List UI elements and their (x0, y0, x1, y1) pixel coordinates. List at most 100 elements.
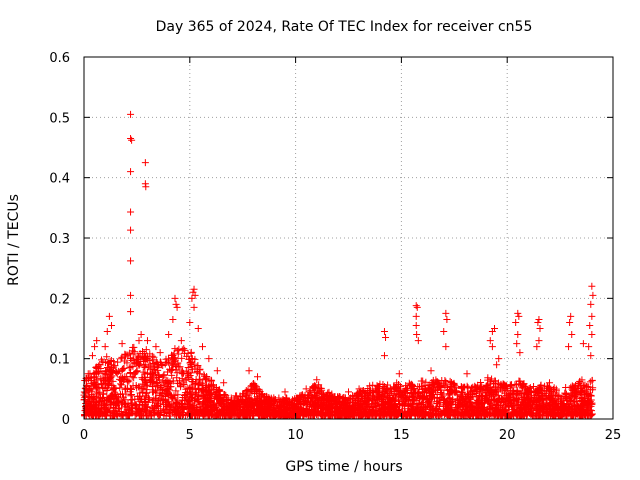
data-point (162, 412, 170, 420)
data-point (141, 370, 149, 378)
data-point (126, 384, 134, 392)
data-point (130, 374, 138, 382)
data-point (414, 404, 422, 412)
data-point (468, 405, 476, 413)
data-point (437, 389, 445, 397)
data-point (491, 379, 499, 387)
data-point (404, 412, 412, 420)
data-point (472, 387, 480, 395)
data-point (120, 365, 128, 373)
data-point (178, 367, 186, 375)
data-point (115, 367, 123, 375)
data-point (95, 390, 103, 398)
data-point (412, 312, 420, 320)
data-point (173, 374, 181, 382)
data-point (588, 331, 596, 339)
data-point (121, 403, 129, 411)
data-point (412, 396, 420, 404)
data-point (470, 409, 478, 417)
data-point (295, 411, 303, 419)
data-point (97, 365, 105, 373)
data-point (262, 405, 270, 413)
data-point (335, 408, 343, 416)
data-point (407, 386, 415, 394)
data-point (307, 400, 315, 408)
data-point (196, 401, 204, 409)
data-point (272, 403, 280, 411)
data-point (150, 404, 158, 412)
data-point (565, 404, 573, 412)
data-point (281, 388, 289, 396)
data-point (345, 402, 353, 410)
data-point (446, 408, 454, 416)
data-point (588, 312, 596, 320)
data-point (185, 355, 193, 363)
data-point (131, 395, 139, 403)
data-point (152, 368, 160, 376)
data-point (546, 406, 554, 414)
data-point (420, 392, 428, 400)
data-point (579, 409, 587, 417)
data-point (84, 398, 92, 406)
data-point (386, 384, 394, 392)
data-point (170, 357, 178, 365)
x-tick-label: 0 (80, 428, 88, 443)
data-point (116, 391, 124, 399)
data-point (553, 391, 561, 399)
data-point (111, 362, 119, 370)
data-point (127, 257, 135, 265)
data-point (159, 386, 167, 394)
data-point (153, 380, 161, 388)
data-point (315, 381, 323, 389)
data-point (514, 309, 522, 317)
data-point (373, 408, 381, 416)
data-point (95, 406, 103, 414)
data-point (451, 411, 459, 419)
data-point (258, 391, 266, 399)
data-point (92, 385, 100, 393)
data-point (535, 315, 543, 323)
data-point (224, 407, 232, 415)
data-point (108, 391, 116, 399)
data-point (243, 388, 251, 396)
data-point (221, 390, 229, 398)
data-point (322, 410, 330, 418)
data-point (152, 358, 160, 366)
data-point (128, 136, 136, 144)
data-point (173, 398, 181, 406)
data-point (388, 387, 396, 395)
data-point (494, 396, 502, 404)
data-point (107, 368, 115, 376)
data-point (240, 409, 248, 417)
data-point (121, 385, 129, 393)
data-point (139, 368, 147, 376)
data-point (367, 386, 375, 394)
data-point (446, 377, 454, 385)
data-point (566, 318, 574, 326)
data-point (500, 408, 508, 416)
data-point (525, 396, 533, 404)
data-point (512, 410, 520, 418)
data-point (366, 382, 374, 390)
data-point (176, 363, 184, 371)
data-point (125, 377, 133, 385)
data-point (565, 343, 573, 351)
data-point (101, 385, 109, 393)
data-point (435, 383, 443, 391)
data-point (105, 359, 113, 367)
data-point (332, 400, 340, 408)
data-point (488, 343, 496, 351)
data-point (142, 346, 150, 354)
data-point (389, 383, 397, 391)
data-point (250, 380, 258, 388)
data-point (187, 369, 195, 377)
data-point (408, 408, 416, 416)
data-point (122, 351, 130, 359)
data-point (129, 350, 137, 358)
data-point (473, 396, 481, 404)
data-point (209, 381, 217, 389)
data-point (235, 412, 243, 420)
data-point (178, 369, 186, 377)
data-point (119, 374, 127, 382)
data-point (369, 381, 377, 389)
